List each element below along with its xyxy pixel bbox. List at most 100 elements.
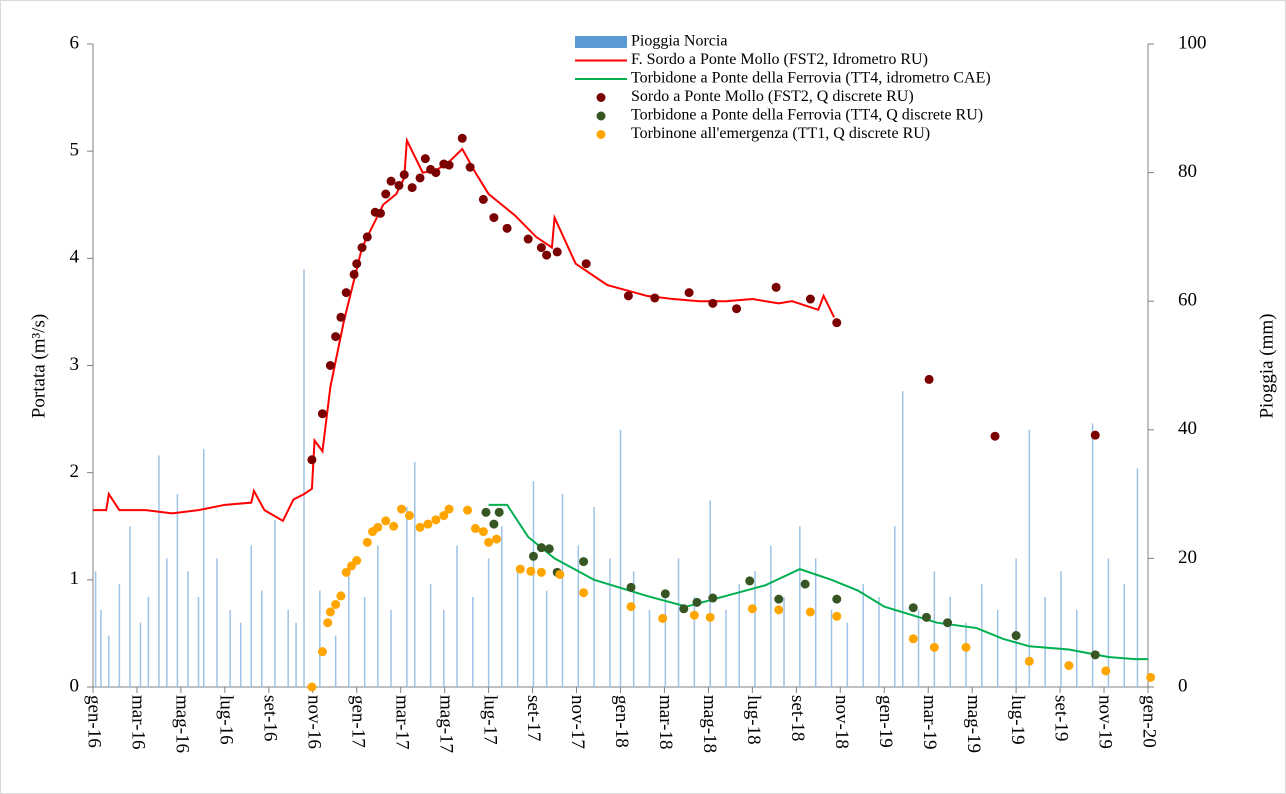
flow-point — [805, 294, 815, 304]
rain-bar — [561, 494, 564, 687]
rain-bar — [348, 571, 350, 687]
rain-bar — [648, 609, 651, 687]
flow-point — [626, 602, 636, 612]
flow-point — [908, 634, 918, 644]
flow-point — [407, 183, 417, 193]
x-tick-label: nov-16 — [303, 695, 324, 749]
y2-tick-label: 20 — [1178, 547, 1197, 568]
flow-point — [705, 612, 715, 622]
rain-bar — [501, 526, 503, 687]
rain-bar — [770, 545, 772, 687]
rain-bar — [933, 571, 936, 687]
legend-label: F. Sordo a Ponte Mollo (FST2, Idrometro … — [631, 51, 928, 68]
flow-point — [375, 208, 385, 218]
flow-point — [478, 194, 488, 204]
rain-bar — [295, 622, 297, 687]
x-tick-label: mar-16 — [128, 695, 149, 750]
flow-point — [331, 332, 341, 342]
x-tick-label: mar-17 — [391, 695, 412, 750]
flow-point — [386, 176, 396, 186]
flow-point — [394, 180, 404, 190]
rain-bar — [319, 590, 321, 687]
rain-bar — [100, 609, 102, 687]
flow-line — [488, 503, 1148, 661]
flow-point — [544, 544, 554, 554]
x-tick-label: nov-19 — [1095, 695, 1116, 749]
rain-bar — [814, 558, 817, 687]
flow-point — [463, 505, 473, 515]
flow-point — [362, 537, 372, 547]
flow-point — [502, 223, 512, 233]
rain-bar — [917, 609, 920, 687]
flow-point — [650, 293, 660, 303]
flow-point — [581, 259, 591, 269]
rain-bar — [390, 609, 392, 687]
rain-bar — [229, 609, 231, 687]
rain-bar — [239, 622, 242, 687]
flow-point — [415, 173, 425, 183]
rain-bar — [830, 609, 833, 687]
x-tick-label: lug-19 — [1007, 695, 1028, 745]
legend-label: Torbinone all'emergenza (TT1, Q discrete… — [631, 125, 930, 142]
rain-bar — [609, 558, 611, 687]
flow-point — [325, 607, 335, 617]
flow-point — [431, 515, 441, 525]
flow-point — [336, 591, 346, 601]
flow-point — [684, 288, 694, 298]
rain-bar — [129, 526, 131, 687]
flow-point — [323, 618, 333, 628]
flow-point — [399, 170, 409, 180]
flow-point — [708, 298, 718, 308]
flow-point — [397, 504, 407, 514]
flow-point — [349, 269, 359, 279]
rain-bar — [754, 571, 756, 687]
x-tick-label: set-16 — [259, 695, 280, 741]
rain-bar — [158, 455, 160, 687]
flow-point — [990, 431, 1000, 441]
rain-bar — [377, 545, 379, 687]
rain-bar — [147, 596, 150, 687]
x-tick-label: gen-19 — [875, 695, 896, 748]
legend-swatch — [596, 93, 606, 102]
rain-bar — [996, 609, 999, 687]
rain-bar — [1136, 468, 1139, 687]
flow-point — [336, 312, 346, 322]
flow-point — [515, 564, 525, 574]
rain-bar — [118, 584, 121, 687]
rain-bar — [406, 506, 408, 687]
y-tick-label: 3 — [70, 354, 80, 375]
rain-bar — [1091, 423, 1094, 687]
rain-bar — [216, 558, 218, 687]
rain-bar — [108, 635, 110, 687]
flow-point — [317, 409, 327, 419]
flow-point — [1090, 430, 1100, 440]
rain-bar — [456, 545, 458, 687]
rain-bar — [709, 500, 711, 687]
flow-point — [489, 519, 499, 529]
flow-point — [832, 594, 842, 604]
flow-point — [689, 610, 699, 620]
rain-bar — [965, 622, 967, 687]
x-tick-label: mag-19 — [963, 695, 984, 753]
x-tick-label: gen-20 — [1139, 695, 1160, 748]
rain-bar — [677, 558, 680, 687]
flow-point — [478, 527, 488, 537]
y-tick-label: 5 — [70, 140, 80, 161]
flow-point — [805, 607, 815, 617]
flow-point — [331, 599, 341, 609]
rain-bar — [274, 519, 276, 687]
x-tick-label: gen-18 — [611, 695, 632, 748]
x-tick-label: mag-17 — [435, 695, 456, 753]
flow-point — [623, 291, 633, 301]
flow-point — [732, 304, 742, 314]
legend-swatch — [575, 36, 627, 48]
flow-point — [660, 589, 670, 599]
flow-point — [439, 511, 449, 521]
rain-bar — [363, 596, 366, 687]
flow-point — [745, 576, 755, 586]
flow-point — [1064, 661, 1074, 671]
rain-bar — [619, 429, 622, 687]
x-tick-label: set-17 — [523, 695, 544, 741]
rain-bar — [1060, 571, 1062, 687]
flow-point — [523, 234, 533, 244]
